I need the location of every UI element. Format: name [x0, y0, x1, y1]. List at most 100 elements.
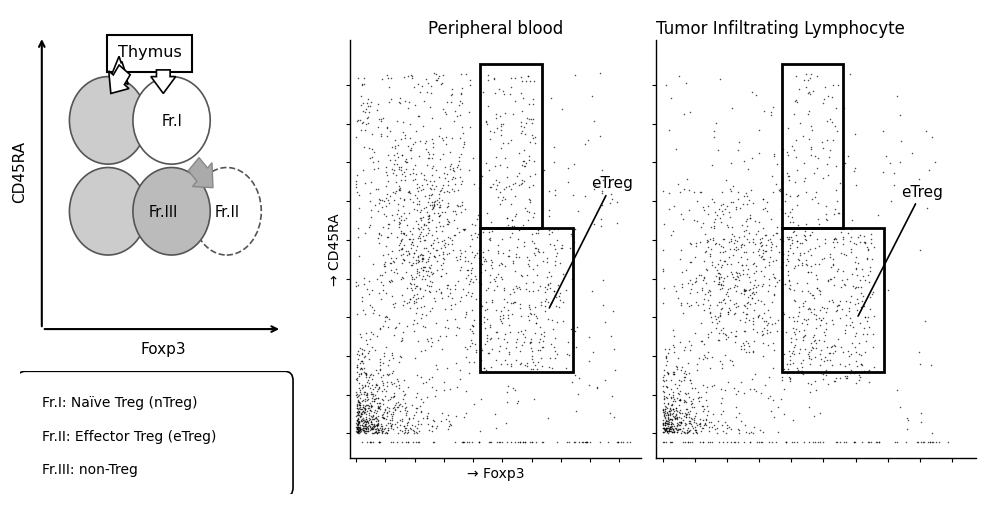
- Point: [426, 186, 442, 194]
- Point: [354, 357, 370, 365]
- Point: [676, 418, 692, 427]
- Point: [479, 334, 495, 342]
- Point: [402, 228, 418, 236]
- Point: [754, 235, 770, 243]
- Point: [684, 280, 700, 288]
- Point: [578, 140, 594, 149]
- Point: [842, 314, 858, 322]
- Point: [677, 421, 693, 429]
- Point: [375, 379, 390, 387]
- Point: [370, 421, 386, 429]
- Point: [848, 266, 864, 274]
- Point: [836, 438, 852, 446]
- Point: [370, 394, 386, 403]
- Point: [348, 427, 364, 435]
- Point: [362, 414, 378, 422]
- Point: [765, 258, 781, 266]
- Point: [433, 290, 449, 298]
- Point: [444, 86, 459, 94]
- Point: [477, 340, 493, 348]
- Point: [840, 347, 856, 355]
- Point: [398, 407, 414, 415]
- Point: [848, 240, 864, 248]
- Point: [352, 425, 368, 433]
- Point: [352, 359, 368, 367]
- Point: [425, 239, 441, 247]
- Point: [730, 237, 745, 245]
- Point: [715, 248, 731, 257]
- Point: [664, 393, 679, 402]
- Point: [814, 303, 830, 311]
- Point: [477, 306, 493, 315]
- Point: [364, 394, 380, 402]
- Point: [663, 423, 678, 432]
- Point: [488, 110, 504, 119]
- Point: [436, 169, 452, 178]
- Point: [359, 423, 375, 431]
- Point: [428, 224, 444, 232]
- Point: [376, 410, 391, 418]
- Point: [359, 417, 375, 425]
- Point: [439, 281, 455, 290]
- Point: [698, 279, 714, 288]
- Point: [755, 224, 771, 233]
- Point: [714, 188, 730, 196]
- Point: [782, 360, 798, 369]
- Point: [505, 259, 521, 267]
- Point: [479, 305, 495, 313]
- Point: [526, 288, 541, 296]
- Point: [367, 429, 383, 437]
- Point: [477, 324, 493, 332]
- Point: [383, 393, 398, 402]
- Point: [820, 278, 836, 286]
- Point: [786, 287, 802, 295]
- Point: [379, 429, 394, 437]
- Point: [738, 286, 753, 294]
- Point: [379, 371, 394, 379]
- Point: [799, 220, 814, 229]
- Point: [394, 250, 410, 259]
- Point: [396, 429, 412, 437]
- Point: [746, 282, 762, 290]
- Point: [756, 309, 772, 317]
- Point: [433, 244, 449, 252]
- Point: [794, 367, 810, 376]
- Point: [742, 214, 758, 222]
- Point: [383, 156, 398, 164]
- Point: [740, 193, 755, 201]
- Point: [823, 94, 839, 102]
- Point: [765, 270, 781, 278]
- Point: [411, 252, 427, 260]
- Point: [811, 287, 827, 295]
- Point: [806, 331, 821, 340]
- Point: [408, 128, 424, 136]
- Point: [448, 281, 463, 290]
- Point: [805, 438, 820, 446]
- Point: [348, 391, 364, 400]
- Point: [663, 405, 678, 413]
- Point: [365, 392, 381, 400]
- Point: [413, 395, 429, 404]
- Point: [402, 240, 418, 248]
- Point: [424, 262, 440, 270]
- Point: [694, 285, 710, 293]
- Point: [784, 438, 800, 446]
- Point: [751, 245, 767, 253]
- Point: [854, 298, 870, 306]
- Point: [349, 425, 365, 433]
- Point: [373, 438, 388, 446]
- Point: [350, 411, 366, 419]
- Point: [385, 367, 400, 376]
- Point: [677, 374, 693, 382]
- Point: [540, 280, 556, 288]
- Point: [741, 317, 757, 325]
- Point: [711, 336, 727, 345]
- Point: [411, 201, 427, 209]
- Point: [536, 332, 552, 341]
- Point: [665, 412, 680, 420]
- Point: [676, 369, 692, 377]
- Point: [424, 338, 440, 347]
- Point: [367, 202, 383, 210]
- Point: [834, 305, 850, 314]
- Point: [691, 272, 707, 280]
